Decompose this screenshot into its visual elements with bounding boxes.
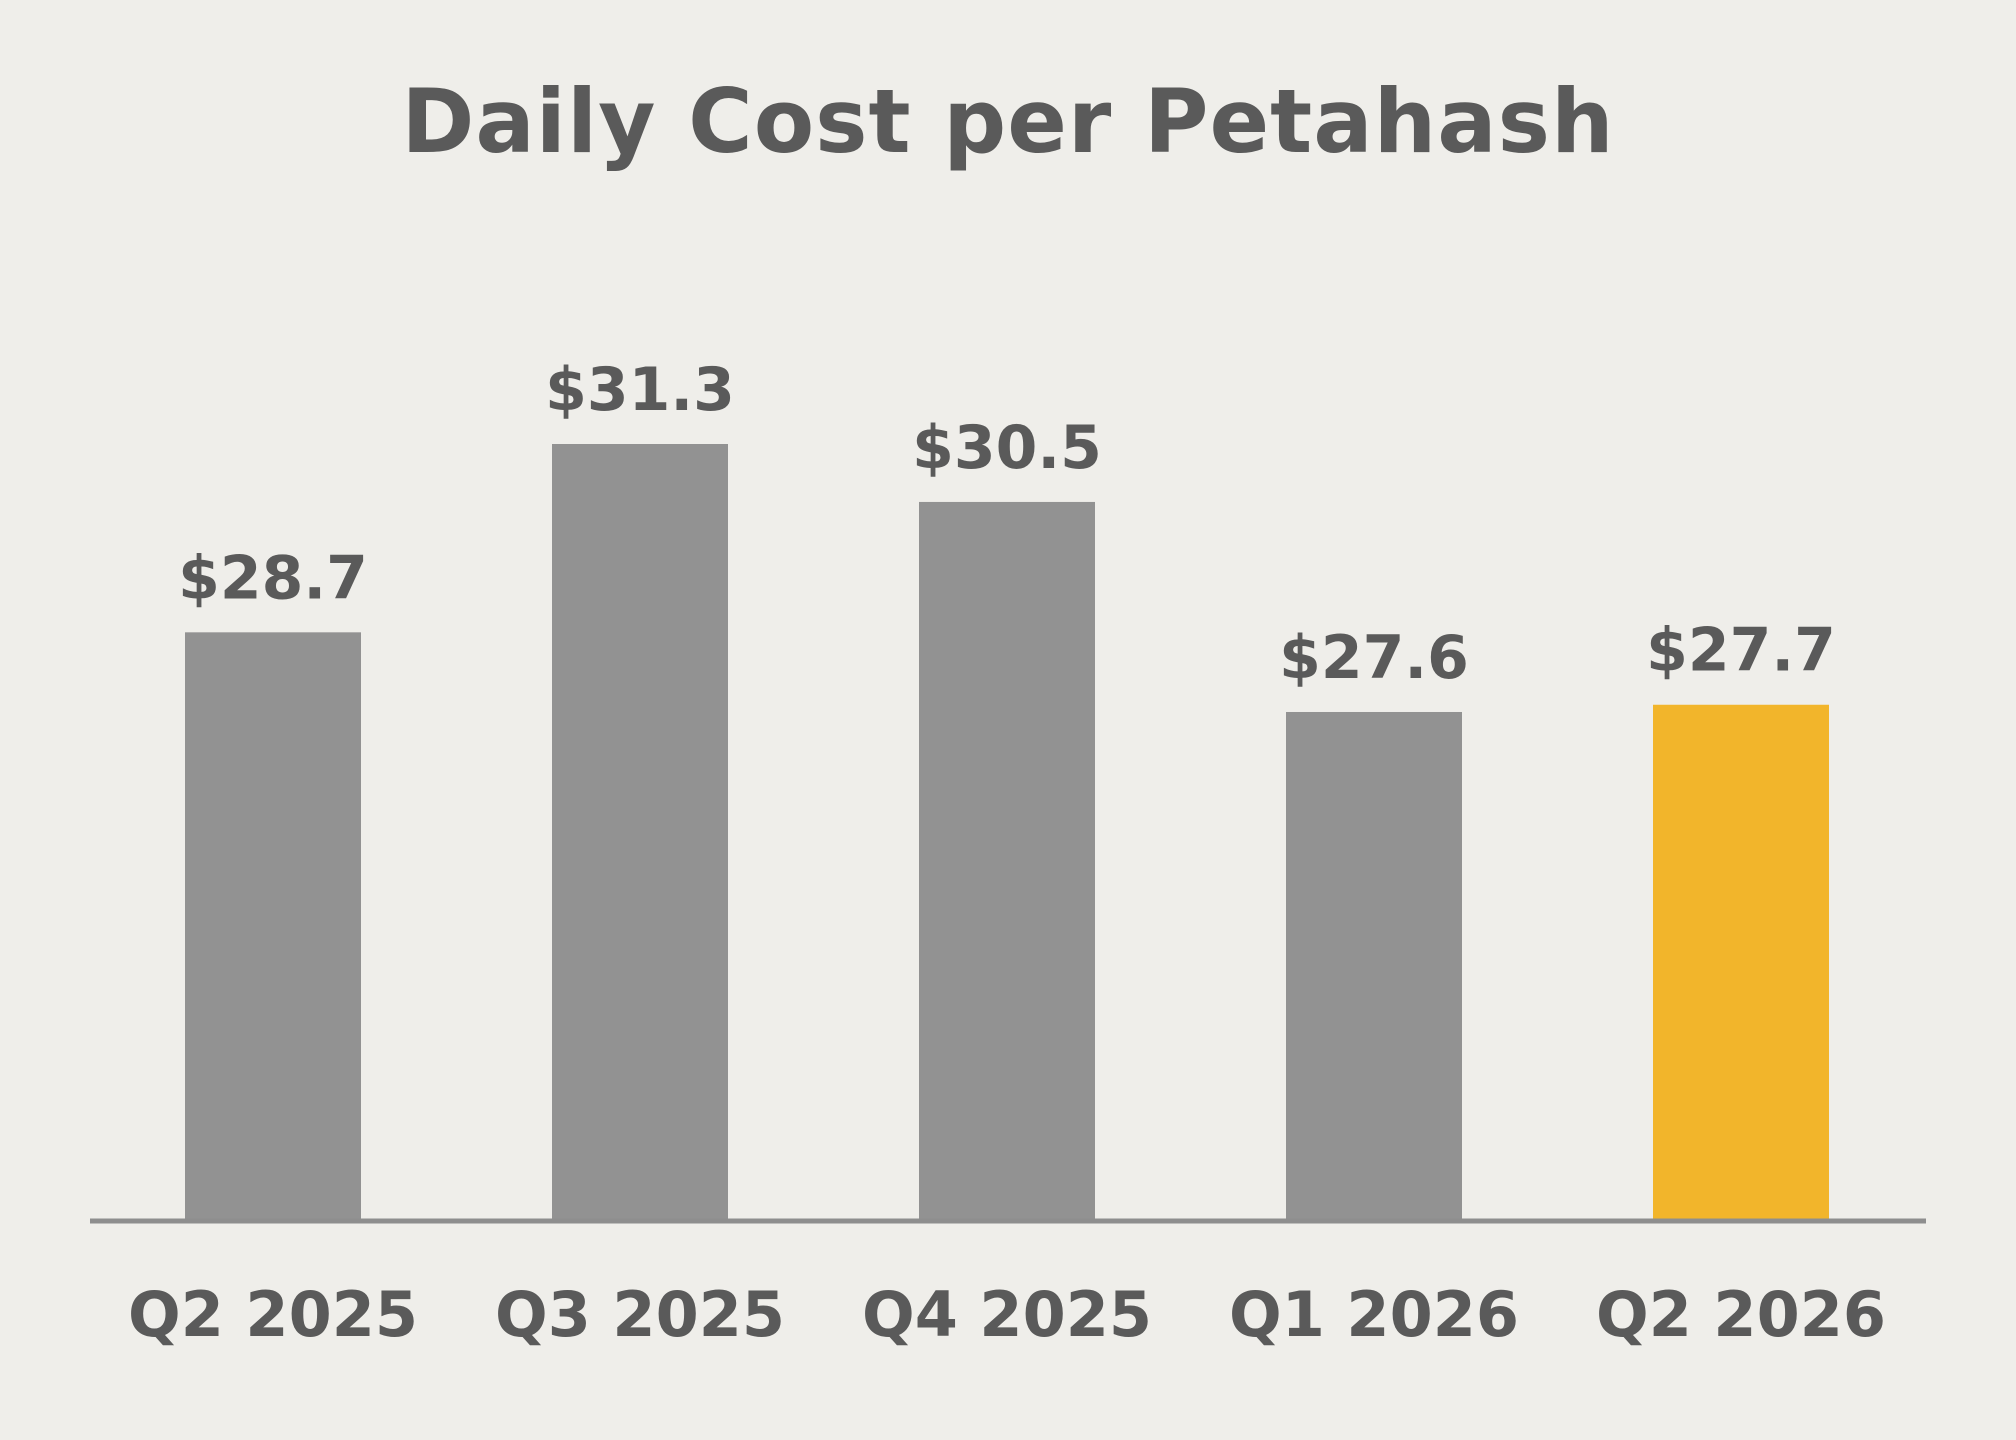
category-label: Q4 2025 — [862, 1278, 1152, 1351]
value-label: $27.6 — [1279, 623, 1469, 693]
value-label: $27.7 — [1646, 616, 1836, 686]
value-labels-layer: $28.7 $31.3 $30.5 $27.6 $27.7 — [178, 355, 1836, 693]
chart-title: Daily Cost per Petahash — [401, 70, 1615, 173]
bar-q3-2025 — [552, 444, 728, 1219]
value-label: $30.5 — [912, 413, 1102, 483]
value-label: $28.7 — [178, 543, 368, 613]
bar-q2-2025 — [185, 632, 361, 1219]
category-label: Q2 2025 — [128, 1278, 418, 1351]
bar-q4-2025 — [919, 501, 1095, 1219]
category-label: Q2 2026 — [1596, 1278, 1886, 1351]
category-label: Q1 2026 — [1229, 1278, 1519, 1351]
bar-q1-2026 — [1286, 711, 1462, 1219]
bars-layer — [185, 444, 1829, 1219]
category-labels-layer: Q2 2025 Q3 2025 Q4 2025 Q1 2026 Q2 2026 — [128, 1278, 1886, 1351]
value-label: $31.3 — [545, 355, 735, 425]
bar-q2-2026 — [1653, 704, 1829, 1219]
category-label: Q3 2025 — [495, 1278, 785, 1351]
